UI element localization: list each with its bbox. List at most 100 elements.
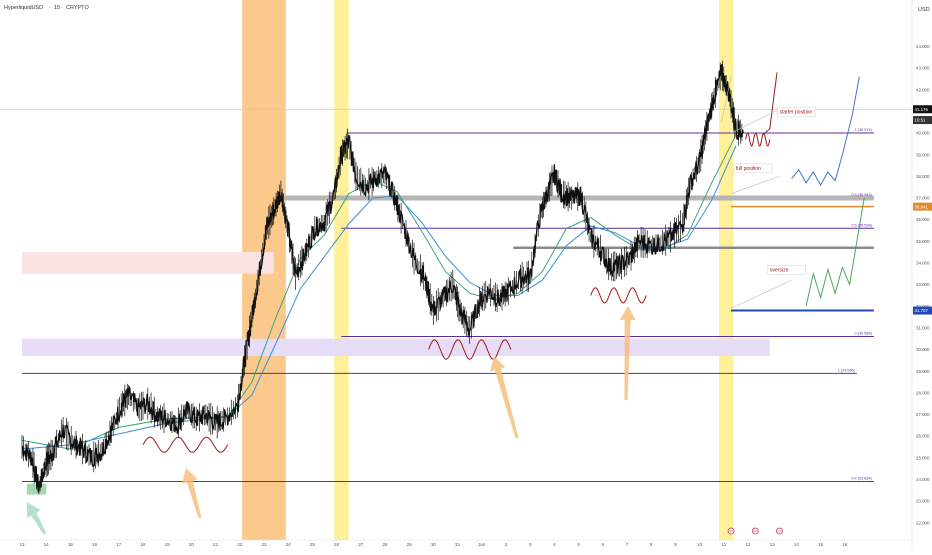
- y-tick-13: 35.000: [916, 239, 930, 244]
- wave-middle: [428, 339, 512, 360]
- price-tag-bg-1: [913, 116, 932, 125]
- x-tick-12: 25: [310, 542, 316, 547]
- arrow-left: [182, 468, 202, 519]
- fib-level-label-8: 0.4 (23.834): [851, 477, 872, 481]
- fib-level-label-3: 0.5 (35.598): [851, 223, 872, 227]
- projection-green: [805, 197, 865, 307]
- y-tick-22: 44.000: [916, 44, 930, 49]
- price-tag-0: 41.176: [915, 107, 929, 112]
- wave-left: [142, 436, 229, 453]
- x-tick-0: 13: [19, 542, 25, 547]
- x-tick-29: 11: [721, 542, 726, 547]
- price-tag-1: 10:51: [915, 118, 927, 123]
- price-tag-bg-2: [913, 202, 932, 211]
- x-tick-3: 16: [92, 542, 98, 547]
- arrow-green: [26, 502, 47, 535]
- y-tick-10: 32.000: [916, 304, 930, 309]
- x-tick-9: 22: [237, 542, 243, 547]
- x-tick-4: 17: [116, 542, 122, 547]
- highlight-band-1: [334, 0, 349, 540]
- y-tick-5: 27.000: [916, 412, 930, 417]
- x-tick-25: 7: [626, 542, 629, 547]
- chart-header-exchange: CRYPTO: [66, 5, 89, 11]
- arrow-middle: [490, 356, 519, 439]
- arrow-green-shape: [26, 502, 47, 535]
- x-tick-32: 14: [794, 542, 800, 547]
- connector-peak: [721, 76, 732, 123]
- price-tag-2: 36.641: [915, 204, 929, 209]
- price-line: [21, 63, 744, 493]
- x-tick-19: Jun: [478, 542, 486, 547]
- y-tick-20: 42.000: [916, 87, 930, 92]
- y-tick-16: 38.000: [916, 174, 930, 179]
- fib-level-label-7: 1 (29.096): [838, 368, 856, 372]
- connector-top: [730, 108, 780, 134]
- zones: [22, 252, 770, 495]
- price-series: [21, 60, 744, 495]
- x-tick-8: 21: [213, 542, 219, 547]
- currency-label: USD: [918, 7, 930, 13]
- annotation-box-1: [733, 163, 773, 174]
- price-wicks: [21, 60, 743, 495]
- wave-right: [590, 287, 647, 304]
- highlight-bands: [242, 0, 734, 540]
- highlight-band-2: [718, 0, 734, 540]
- projection-blue: [791, 76, 860, 187]
- y-tick-2: 24.000: [916, 477, 930, 482]
- price-tag-3: 31.707: [915, 308, 929, 313]
- annotation-2: oversize: [770, 268, 789, 274]
- x-tick-1: 14: [44, 542, 50, 547]
- y-tick-14: 36.000: [916, 217, 930, 222]
- x-tick-22: 4: [553, 542, 556, 547]
- y-tick-1: 23.000: [916, 499, 930, 504]
- chart-header-sep2: ·: [61, 5, 63, 11]
- x-tick-30: 12: [745, 542, 751, 547]
- projection-red: [762, 72, 778, 136]
- x-tick-31: 13: [770, 542, 776, 547]
- y-tick-6: 28.000: [916, 390, 930, 395]
- price-tag-bg-0: [913, 105, 932, 114]
- y-tick-9: 31.000: [916, 325, 930, 330]
- x-tick-5: 18: [140, 542, 146, 547]
- y-tick-17: 39.000: [916, 152, 930, 157]
- chart-header-sep1: ·: [49, 5, 51, 11]
- arrow-right: [619, 306, 636, 401]
- x-tick-2: 15: [68, 542, 74, 547]
- x-tick-33: 15: [818, 542, 824, 547]
- x-tick-16: 29: [407, 542, 413, 547]
- x-tick-24: 6: [602, 542, 605, 547]
- fib-level-label-0: 1 (39.974): [855, 128, 873, 132]
- y-tick-4: 26.000: [916, 434, 930, 439]
- y-tick-8: 30.000: [916, 347, 930, 352]
- arrow-right-shape: [619, 306, 636, 401]
- connector-low: [730, 279, 792, 309]
- annotation-0: starter position: [779, 110, 812, 116]
- price-tag-bg-3: [913, 306, 932, 315]
- annotation-box-2: [767, 265, 807, 275]
- drawings: starter position full position oversize: [26, 72, 865, 535]
- arrow-middle-shape: [490, 356, 519, 439]
- x-tick-10: 23: [261, 542, 267, 547]
- connector-mid: [730, 176, 780, 194]
- chart-header-symbol: HyperliquidUSD: [4, 5, 43, 11]
- x-tick-21: 3: [529, 542, 532, 547]
- zone-0: [22, 252, 274, 274]
- x-tick-26: 8: [650, 542, 653, 547]
- x-tick-17: 30: [431, 542, 437, 547]
- zone-1: [22, 338, 770, 357]
- x-tick-13: 26: [334, 542, 340, 547]
- y-tick-15: 37.000: [916, 196, 930, 201]
- annotation-box-0: [777, 107, 816, 117]
- x-tick-34: 16: [842, 542, 848, 547]
- x-tick-11: 24: [286, 542, 292, 547]
- wave-top: [745, 132, 771, 147]
- x-tick-28: 10: [697, 542, 703, 547]
- y-tick-21: 43.000: [916, 66, 930, 71]
- y-tick-11: 33.000: [916, 282, 930, 287]
- y-tick-12: 34.000: [916, 261, 930, 266]
- y-tick-7: 29.000: [916, 369, 930, 374]
- x-tick-23: 5: [577, 542, 580, 547]
